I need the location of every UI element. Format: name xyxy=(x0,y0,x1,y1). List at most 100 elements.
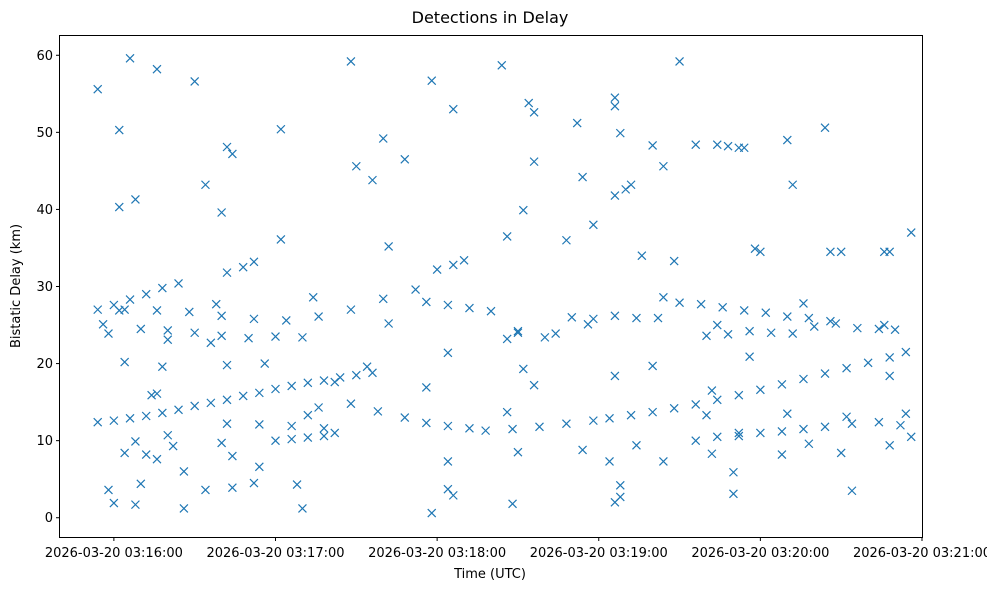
data-point xyxy=(734,431,744,441)
data-point xyxy=(217,331,227,341)
data-point xyxy=(141,450,151,459)
data-point xyxy=(610,191,620,200)
data-point xyxy=(298,504,307,513)
data-point xyxy=(513,328,523,338)
data-point xyxy=(481,426,491,436)
data-point xyxy=(465,303,474,313)
data-point xyxy=(788,180,798,190)
data-point xyxy=(114,305,124,315)
data-point xyxy=(190,77,200,86)
data-point xyxy=(346,57,356,66)
data-point xyxy=(508,424,517,434)
data-point xyxy=(114,125,124,135)
data-point xyxy=(615,128,625,138)
data-point xyxy=(104,329,113,338)
data-point xyxy=(729,467,738,477)
data-point xyxy=(448,260,458,270)
data-point xyxy=(104,485,113,495)
data-point xyxy=(804,313,814,323)
data-point xyxy=(152,389,162,399)
data-point xyxy=(254,462,264,472)
data-point xyxy=(788,329,798,338)
data-point xyxy=(890,325,900,335)
data-point xyxy=(217,208,227,217)
data-point xyxy=(513,447,523,457)
data-point xyxy=(157,362,167,372)
data-point xyxy=(885,440,895,450)
x-axis-ticks: 2026-03-20 03:16:00 2026-03-20 03:17:00 20… xyxy=(45,537,987,561)
data-point xyxy=(669,256,679,266)
data-point xyxy=(120,357,130,367)
data-point xyxy=(648,141,658,150)
data-point xyxy=(152,305,162,315)
data-point xyxy=(384,319,394,328)
data-point xyxy=(421,297,431,307)
data-point xyxy=(847,486,857,496)
data-point xyxy=(648,407,658,417)
data-point xyxy=(562,419,571,429)
x-tick-label: 2026-03-20 03:18:00 xyxy=(368,546,506,561)
data-point xyxy=(508,499,517,509)
data-point xyxy=(502,231,512,241)
data-point xyxy=(578,445,588,455)
data-point xyxy=(400,413,410,422)
data-point xyxy=(98,319,108,329)
data-point xyxy=(777,379,787,389)
data-point xyxy=(896,420,905,430)
data-point xyxy=(271,436,280,446)
data-point xyxy=(206,338,216,348)
data-point xyxy=(583,319,593,329)
data-point xyxy=(211,299,221,309)
data-point xyxy=(276,124,286,134)
data-point xyxy=(114,202,124,212)
data-point xyxy=(222,419,232,429)
x-tick-label: 2026-03-20 03:20:00 xyxy=(691,546,829,561)
data-point xyxy=(346,399,356,409)
data-point xyxy=(308,292,318,302)
y-tick-label: 30 xyxy=(36,280,53,295)
data-point xyxy=(298,332,307,342)
data-point xyxy=(745,326,755,336)
data-point xyxy=(330,377,340,387)
data-point xyxy=(346,305,356,315)
data-point xyxy=(901,409,911,419)
data-point xyxy=(125,295,135,305)
data-point xyxy=(675,298,684,308)
data-point xyxy=(626,410,636,420)
data-point xyxy=(136,479,146,489)
data-point xyxy=(421,418,431,428)
data-point xyxy=(901,347,911,357)
data-point xyxy=(874,417,884,427)
data-point xyxy=(529,380,539,390)
data-point xyxy=(319,376,329,385)
data-point xyxy=(836,448,846,458)
data-point xyxy=(847,419,857,429)
data-point xyxy=(362,362,372,372)
data-point xyxy=(330,428,340,438)
y-tick-label: 60 xyxy=(36,49,53,64)
x-axis-label: Time (UTC) xyxy=(453,567,526,582)
data-point xyxy=(314,312,324,321)
data-point xyxy=(443,300,453,310)
data-point xyxy=(303,410,313,420)
data-point xyxy=(696,299,706,309)
data-point xyxy=(761,308,771,318)
data-point xyxy=(287,421,297,431)
data-point xyxy=(879,320,889,330)
data-point xyxy=(755,385,765,395)
data-point xyxy=(157,283,167,293)
y-axis-ticks: 0 10 20 30 40 50 60 xyxy=(36,49,60,526)
data-point xyxy=(799,299,808,308)
data-point xyxy=(675,57,684,66)
data-point xyxy=(723,141,733,151)
data-point xyxy=(201,180,210,190)
data-point xyxy=(567,312,577,322)
data-point xyxy=(502,334,512,344)
data-point xyxy=(799,424,808,434)
data-point xyxy=(782,312,792,321)
data-point xyxy=(497,60,507,70)
data-point xyxy=(529,107,539,117)
data-point xyxy=(648,361,658,371)
data-point xyxy=(626,180,636,190)
